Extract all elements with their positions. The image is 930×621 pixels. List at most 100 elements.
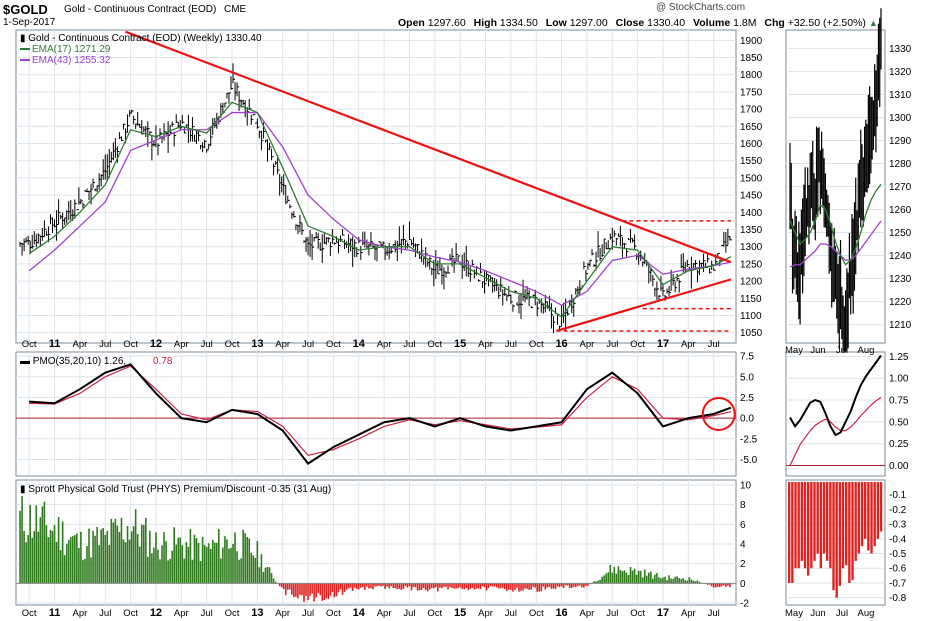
premium-bar — [246, 536, 249, 584]
premium-bar — [714, 583, 717, 588]
premium-bar — [463, 583, 466, 590]
premium-x-tick-label: Jul — [606, 608, 618, 619]
premium-bar — [254, 558, 257, 584]
premium-bar — [652, 578, 654, 584]
daily-premium-bar — [810, 482, 813, 569]
premium-bar — [426, 583, 429, 592]
premium-bar — [416, 583, 419, 591]
price-x-tick-label: Apr — [681, 339, 696, 350]
y-tick-label: 1300 — [889, 113, 912, 124]
premium-bar — [142, 524, 145, 584]
price-x-tick-label: Apr — [377, 339, 392, 350]
premium-bar — [453, 583, 455, 589]
premium-bar — [430, 583, 433, 589]
premium-bar — [611, 572, 614, 584]
premium-bar — [447, 583, 449, 590]
premium-bar — [224, 536, 226, 584]
premium-bar — [331, 583, 334, 593]
premium-bar — [203, 545, 206, 584]
daily-price-x-tick-label: Aug — [858, 345, 875, 356]
premium-bar — [19, 510, 21, 584]
y-tick-label: 1240 — [889, 251, 912, 262]
ema17-line — [28, 101, 732, 319]
premium-bar — [114, 518, 117, 584]
premium-x-tick-label: Jul — [505, 608, 517, 619]
premium-bar — [179, 537, 182, 584]
premium-bar — [353, 583, 356, 588]
trendline — [556, 278, 732, 333]
volume-value: 1.8M — [733, 17, 757, 29]
high-value: 1334.50 — [499, 17, 538, 29]
premium-bar — [676, 576, 678, 584]
premium-bar — [433, 583, 435, 589]
premium-bar — [189, 529, 192, 584]
y-tick-label: 1200 — [740, 277, 763, 288]
premium-bar — [252, 555, 255, 584]
premium-bar — [568, 583, 571, 588]
premium-bar — [366, 583, 368, 587]
premium-x-tick-label: Oct — [529, 608, 544, 619]
stockcharts-watermark: @ StockCharts.com — [656, 2, 746, 13]
y-tick-label: -0.2 — [889, 505, 907, 516]
pmo-signal-line — [29, 365, 732, 456]
premium-bar — [532, 583, 534, 587]
y-tick-label: 1100 — [740, 311, 762, 322]
premium-bar — [706, 583, 709, 585]
premium-bar — [134, 509, 137, 584]
premium-bar — [327, 583, 330, 600]
premium-bar — [136, 534, 139, 584]
y-tick-label: 7.5 — [740, 352, 754, 363]
premium-bar — [629, 567, 632, 584]
premium-bar — [347, 583, 350, 589]
daily-premium-x-tick-label: Jul — [836, 608, 848, 619]
y-tick-label: 1260 — [889, 205, 912, 216]
premium-x-tick-label: Oct — [326, 608, 341, 619]
y-tick-label: -2 — [740, 599, 749, 610]
premium-bar — [130, 531, 133, 584]
y-tick-label: 1330 — [889, 44, 912, 55]
premium-bar — [455, 583, 457, 589]
y-tick-label: 1320 — [889, 67, 912, 78]
premium-bar — [451, 583, 453, 588]
premium-bar — [61, 521, 64, 584]
premium-bar — [116, 525, 119, 584]
y-tick-label: 1050 — [740, 328, 763, 339]
daily-premium-bar — [848, 482, 851, 583]
premium-bar — [522, 583, 524, 591]
premium-bar — [445, 583, 447, 587]
pmo-panel-frame — [15, 351, 737, 477]
premium-bar — [562, 583, 565, 589]
daily-premium-bar — [788, 482, 791, 583]
premium-bar — [343, 583, 346, 593]
premium-bar — [78, 548, 80, 584]
premium-bar — [92, 530, 94, 584]
premium-bar — [102, 528, 105, 584]
premium-bar — [100, 529, 102, 584]
premium-bar — [688, 577, 691, 584]
premium-bar — [508, 583, 510, 590]
price-x-tick-label: Apr — [580, 339, 595, 350]
premium-bar — [45, 525, 48, 584]
premium-bar — [577, 583, 579, 587]
premium-x-tick-label: Apr — [275, 608, 290, 619]
premium-bar — [595, 581, 597, 584]
premium-bar — [31, 537, 34, 584]
premium-bar — [359, 583, 362, 588]
premium-bar — [530, 583, 532, 590]
premium-x-tick-label: Oct — [225, 608, 240, 619]
premium-bar — [698, 581, 701, 584]
premium-bar — [264, 567, 267, 584]
premium-bar — [149, 530, 151, 584]
premium-bar — [712, 583, 715, 588]
premium-bar — [637, 570, 640, 584]
chart-date: 1-Sep-2017 — [3, 17, 56, 28]
premium-bar — [518, 583, 520, 592]
premium-bar — [512, 583, 514, 592]
y-tick-label: 0.0 — [740, 414, 754, 425]
premium-bar — [690, 579, 693, 584]
premium-bar — [256, 541, 259, 584]
daily-premium-bar — [864, 482, 867, 539]
premium-bar — [205, 546, 208, 584]
ohlc-readout: Open 1297.60 High 1334.50 Low 1297.00 Cl… — [398, 17, 878, 29]
premium-bar — [297, 583, 299, 599]
